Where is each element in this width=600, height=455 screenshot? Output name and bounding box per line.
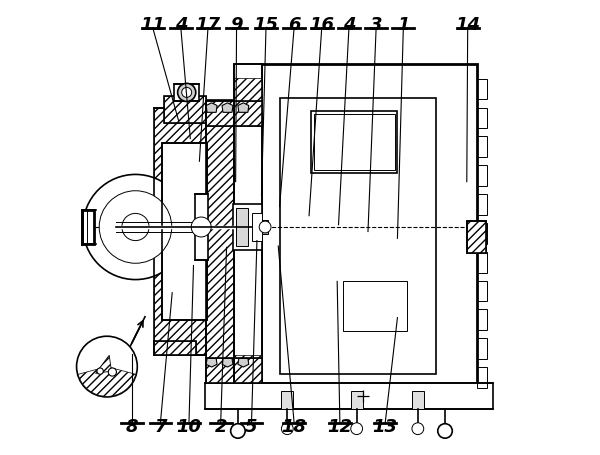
Polygon shape <box>238 359 249 367</box>
Bar <box>206 102 234 127</box>
Circle shape <box>412 423 424 435</box>
Bar <box>477 281 487 302</box>
Bar <box>467 222 486 253</box>
Bar <box>477 367 487 388</box>
Circle shape <box>108 368 116 376</box>
Bar <box>234 65 262 383</box>
Bar <box>234 65 262 383</box>
Text: 14: 14 <box>455 16 480 34</box>
Circle shape <box>83 175 188 280</box>
Text: 15: 15 <box>254 16 278 34</box>
Text: 2: 2 <box>214 418 227 435</box>
Circle shape <box>230 424 245 438</box>
Bar <box>234 358 262 383</box>
Text: 4: 4 <box>343 16 355 34</box>
Circle shape <box>178 84 196 102</box>
Bar <box>205 383 493 410</box>
Text: 17: 17 <box>196 16 220 34</box>
Bar <box>154 341 196 355</box>
Bar <box>206 101 234 383</box>
Bar <box>262 65 477 395</box>
Text: 8: 8 <box>126 418 139 435</box>
Bar <box>234 102 262 127</box>
Polygon shape <box>222 359 233 367</box>
Bar <box>280 99 436 374</box>
Bar <box>314 115 395 171</box>
Polygon shape <box>206 359 217 367</box>
Bar <box>234 355 262 383</box>
Bar <box>477 195 487 215</box>
Bar <box>311 112 397 173</box>
Text: 5: 5 <box>245 418 258 435</box>
Bar <box>477 252 487 273</box>
Text: 4: 4 <box>175 16 187 34</box>
Circle shape <box>281 423 293 435</box>
Text: 3: 3 <box>370 16 382 34</box>
Text: 13: 13 <box>373 418 398 435</box>
Circle shape <box>191 217 211 238</box>
Bar <box>154 109 206 355</box>
Polygon shape <box>222 104 233 113</box>
Bar <box>206 358 234 383</box>
Bar <box>234 102 262 127</box>
Polygon shape <box>95 355 112 374</box>
Bar <box>477 137 487 158</box>
Bar <box>206 102 234 127</box>
Circle shape <box>99 191 172 264</box>
Bar <box>477 310 487 330</box>
Bar <box>164 96 206 123</box>
Text: 6: 6 <box>288 16 301 34</box>
Bar <box>164 96 206 123</box>
Wedge shape <box>78 367 136 396</box>
Circle shape <box>438 424 452 438</box>
Bar <box>175 85 199 102</box>
Circle shape <box>77 337 137 397</box>
Bar <box>412 391 424 410</box>
Bar <box>234 79 262 106</box>
Text: 16: 16 <box>309 16 334 34</box>
Bar <box>477 223 487 244</box>
Text: 18: 18 <box>281 418 307 435</box>
Bar <box>162 144 207 320</box>
Circle shape <box>182 88 191 98</box>
Bar <box>154 109 206 355</box>
Polygon shape <box>238 104 249 113</box>
Bar <box>467 222 486 253</box>
Circle shape <box>259 222 271 233</box>
Bar <box>162 144 207 320</box>
Circle shape <box>122 214 149 241</box>
Bar <box>236 208 248 247</box>
Polygon shape <box>206 104 217 113</box>
Bar <box>477 166 487 187</box>
Bar <box>477 80 487 100</box>
Bar <box>351 391 362 410</box>
Bar <box>477 339 487 359</box>
Circle shape <box>351 423 362 435</box>
Text: 7: 7 <box>154 418 167 435</box>
Text: 12: 12 <box>328 418 352 435</box>
Bar <box>281 391 293 410</box>
Text: 10: 10 <box>176 418 202 435</box>
Bar <box>154 341 196 355</box>
Bar <box>234 358 262 383</box>
Bar <box>343 282 407 332</box>
Bar <box>253 214 262 241</box>
Bar <box>195 195 208 260</box>
Bar <box>467 222 486 253</box>
Circle shape <box>97 368 103 374</box>
Bar <box>82 211 94 244</box>
Bar <box>206 101 234 383</box>
Text: 1: 1 <box>397 16 410 34</box>
Bar <box>262 220 268 235</box>
Bar <box>206 358 234 383</box>
Text: 9: 9 <box>230 16 243 34</box>
Bar <box>477 108 487 129</box>
Text: 11: 11 <box>140 16 165 34</box>
Bar <box>233 205 262 250</box>
